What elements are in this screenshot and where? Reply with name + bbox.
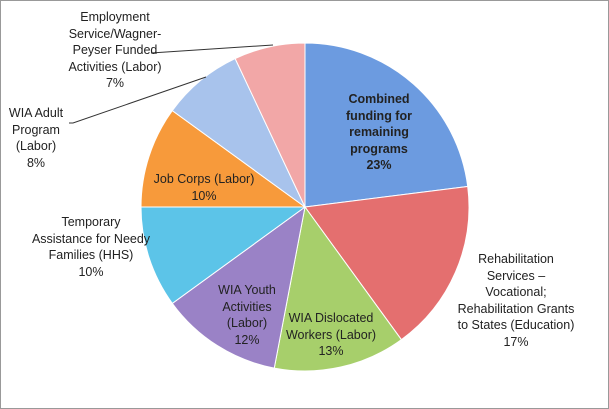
- pie-slice: [140, 109, 307, 208]
- slice-label: WIA Youth Activities (Labor) 12%: [218, 283, 276, 347]
- slice-label: WIA Dislocated Workers (Labor) 13%: [285, 311, 377, 358]
- pie-slice: [140, 206, 307, 305]
- slice-label: Job Corps (Labor) 10%: [153, 172, 255, 203]
- pie-slice: [304, 185, 470, 341]
- pie-slice: [171, 205, 306, 369]
- pie: [140, 42, 470, 372]
- slice-label: Combined funding for remaining programs 2…: [346, 92, 412, 172]
- pie-slice: [304, 42, 469, 208]
- slice-label: Employment Service/Wagner-Peyser Funded …: [68, 10, 162, 90]
- slice-label: Temporary Assistance for Needy Families …: [31, 215, 151, 279]
- leader-line: [69, 76, 207, 124]
- pie-slice: [234, 42, 306, 208]
- slice-label: WIA Adult Program (Labor) 8%: [8, 106, 64, 170]
- pie-slice: [273, 205, 403, 372]
- slice-label: Rehabilitation Services – Vocational; Re…: [457, 252, 575, 349]
- leader-line: [150, 44, 274, 54]
